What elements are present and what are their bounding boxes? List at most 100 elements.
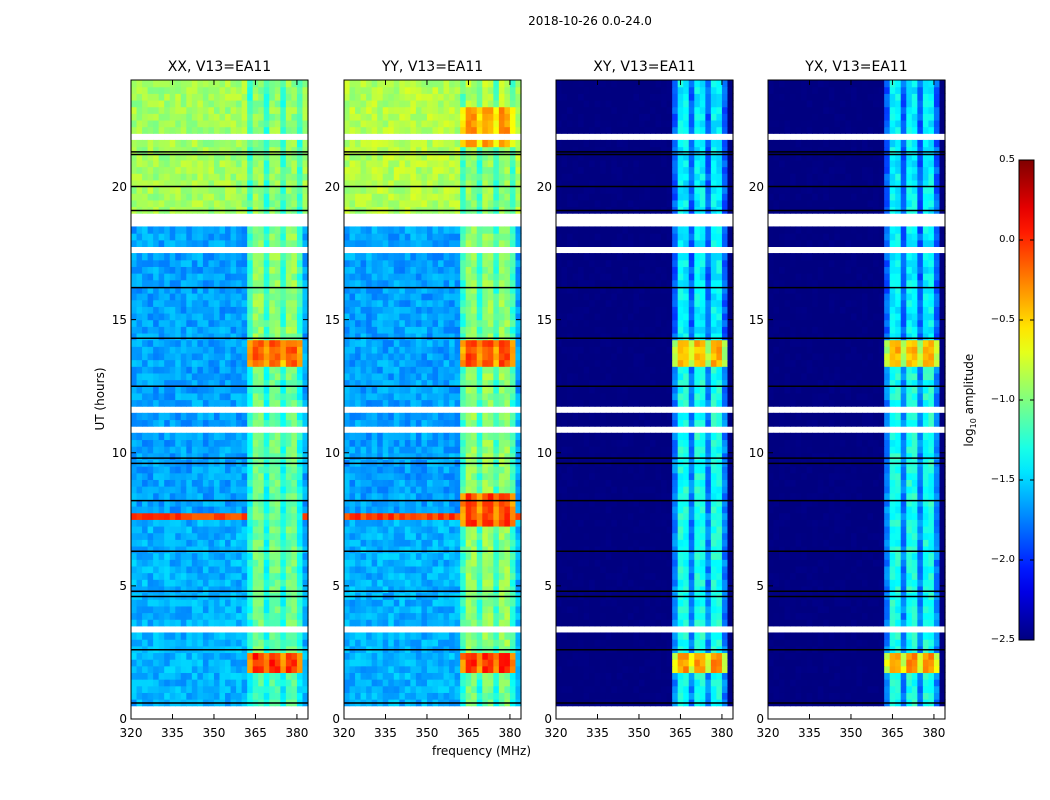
heatmap-cell: [426, 479, 434, 487]
heatmap-cell: [142, 319, 149, 327]
heatmap-cell: [169, 659, 176, 667]
heatmap-cell: [236, 379, 243, 387]
heatmap-cell: [344, 326, 351, 334]
heatmap-cell: [302, 86, 309, 94]
heatmap-cell: [443, 466, 450, 474]
heatmap-cell: [371, 579, 378, 587]
heatmap-cell: [509, 326, 517, 334]
heatmap-cell: [225, 512, 232, 520]
heatmap-cell: [410, 552, 417, 560]
heatmap-cell: [404, 525, 411, 534]
heatmap-cell: [404, 399, 411, 407]
heatmap-cell: [393, 293, 400, 301]
heatmap-cell: [349, 639, 356, 647]
heatmap-cell: [225, 665, 232, 674]
heatmap-cell: [269, 259, 276, 267]
heatmap-cell: [202, 579, 210, 587]
heatmap-cell: [285, 346, 293, 354]
heatmap-cell: [388, 446, 395, 454]
heatmap-cell: [302, 532, 309, 540]
heatmap-cell: [225, 639, 232, 647]
heatmap-cell: [280, 479, 287, 487]
heatmap-cell: [131, 399, 138, 407]
heatmap-cell: [296, 506, 304, 514]
heatmap-cell: [487, 253, 494, 261]
heatmap-cell: [349, 273, 356, 281]
heatmap-cell: [230, 552, 237, 560]
heatmap-cell: [252, 346, 259, 354]
heatmap-cell: [291, 146, 298, 154]
heatmap-cell: [164, 239, 171, 248]
heatmap-cell: [460, 259, 467, 267]
heatmap-cell: [225, 439, 232, 447]
heatmap-cell: [509, 432, 517, 441]
heatmap-cell: [460, 299, 467, 307]
heatmap-cell: [186, 672, 193, 680]
heatmap-cell: [493, 379, 500, 387]
heatmap-cell: [280, 239, 287, 248]
heatmap-cell: [460, 379, 467, 387]
heatmap-cell: [241, 672, 248, 680]
heatmap-cell: [131, 486, 138, 494]
heatmap-cell: [147, 439, 154, 447]
heatmap-cell: [208, 312, 215, 321]
heatmap-cell: [274, 372, 281, 381]
heatmap-cell: [355, 386, 362, 394]
heatmap-cell: [175, 113, 182, 121]
heatmap-cell: [487, 419, 494, 427]
heatmap-cell: [269, 339, 276, 347]
heatmap-cell: [213, 306, 221, 314]
heatmap-cell: [285, 439, 293, 447]
heatmap-cell: [274, 506, 281, 514]
heatmap-cell: [371, 226, 378, 234]
heatmap-cell: [349, 432, 356, 441]
heatmap-cell: [360, 539, 367, 547]
heatmap-cell: [241, 106, 248, 114]
heatmap-cell: [241, 346, 248, 354]
heatmap-cell: [186, 572, 193, 580]
heatmap-cell: [269, 193, 276, 201]
heatmap-cell: [454, 233, 461, 241]
heatmap-cell: [366, 525, 373, 534]
heatmap-cell: [136, 419, 143, 427]
heatmap-cell: [487, 326, 494, 334]
heatmap-cell: [498, 639, 506, 647]
heatmap-cell: [454, 565, 461, 574]
heatmap-cell: [410, 472, 417, 480]
heatmap-cell: [471, 632, 478, 640]
heatmap-cell: [482, 619, 489, 627]
heatmap-cell: [360, 339, 367, 347]
heatmap-cell: [180, 672, 187, 680]
heatmap-cell: [208, 486, 215, 494]
heatmap-cell: [158, 612, 165, 620]
heatmap-cell: [410, 539, 417, 547]
heatmap-cell: [274, 452, 281, 461]
heatmap-cell: [213, 179, 221, 188]
heatmap-cell: [164, 579, 171, 587]
heatmap-cell: [136, 639, 143, 647]
heatmap-cell: [460, 525, 467, 534]
heatmap-cell: [449, 273, 456, 281]
heatmap-cell: [269, 599, 276, 607]
heatmap-cell: [158, 266, 165, 274]
heatmap-cell: [366, 412, 373, 421]
heatmap-cell: [482, 372, 489, 381]
heatmap-cell: [476, 259, 483, 267]
heatmap-cell: [344, 293, 351, 301]
heatmap-cell: [213, 366, 221, 374]
heatmap-cell: [153, 319, 160, 327]
heatmap-cell: [269, 532, 276, 540]
heatmap-cell: [349, 299, 356, 307]
heatmap-cell: [269, 352, 276, 361]
heatmap-cell: [180, 446, 187, 454]
heatmap-cell: [158, 619, 165, 627]
heatmap-cell: [393, 366, 400, 374]
heatmap-cell: [258, 659, 265, 667]
heatmap-cell: [377, 392, 384, 401]
heatmap-cell: [421, 293, 428, 301]
heatmap-cell: [382, 525, 389, 534]
heatmap-cell: [366, 692, 373, 700]
heatmap-cell: [230, 439, 237, 447]
heatmap-cell: [482, 692, 489, 700]
heatmap-cell: [197, 173, 204, 181]
